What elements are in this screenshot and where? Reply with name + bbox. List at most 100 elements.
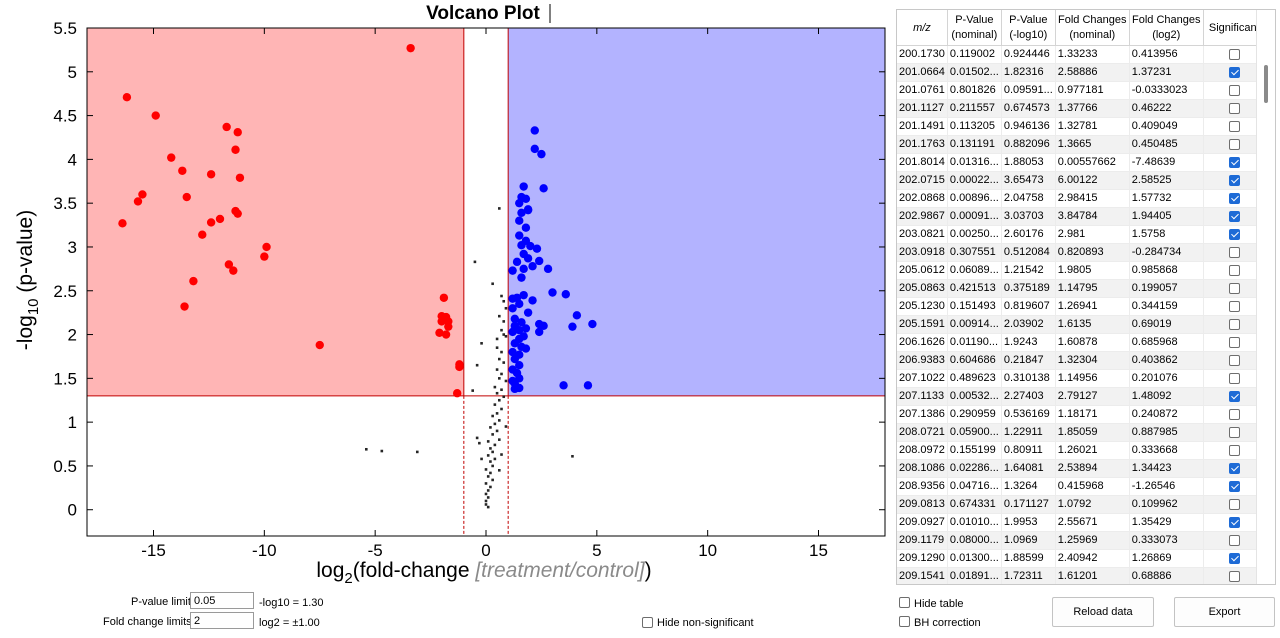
significant-checkbox[interactable] [1228, 138, 1240, 150]
cell-p-log: 1.9953 [1001, 513, 1056, 532]
table-row[interactable]: 209.0927 0.01010... 1.9953 2.55671 1.35429 [897, 513, 1266, 532]
nonsignificant-point [415, 450, 419, 454]
table-row[interactable]: 200.1730 0.119002 0.924446 1.33233 0.413956 [897, 45, 1266, 64]
significant-checkbox[interactable] [1228, 426, 1240, 438]
significant-checkbox[interactable] [1228, 156, 1240, 168]
significant-checkbox[interactable] [1228, 192, 1240, 204]
cell-mz: 200.1730 [897, 45, 948, 64]
cell-mz: 201.1127 [897, 99, 948, 118]
column-header[interactable]: Fold Changes (nominal) [1055, 10, 1130, 46]
table-row[interactable]: 208.9356 0.04716... 1.3264 0.415968 -1.26546 [897, 477, 1266, 496]
cell-p-nom: 0.01010... [947, 513, 1002, 532]
table-row[interactable]: 202.0868 0.00896... 2.04758 2.98415 1.57732 [897, 189, 1266, 208]
y-tick-label: 1.5 [53, 369, 77, 388]
significant-checkbox[interactable] [1228, 102, 1240, 114]
table-scrollbar[interactable] [1256, 10, 1275, 584]
cell-p-log: 3.03703 [1001, 207, 1056, 226]
significant-checkbox[interactable] [1228, 282, 1240, 294]
column-header[interactable]: m/z [897, 10, 948, 46]
column-header[interactable]: P-Value (-log10) [1001, 10, 1056, 46]
cell-p-log: 1.0969 [1001, 531, 1056, 550]
pvalue-limit-input[interactable] [190, 592, 254, 609]
table-row[interactable]: 201.0761 0.801826 0.09591... 0.977181 -0.033… [897, 81, 1266, 100]
table-row[interactable]: 203.0918 0.307551 0.512084 0.820893 -0.28473… [897, 243, 1266, 262]
table-row[interactable]: 201.8014 0.01316... 1.88053 0.00557662 -7.48… [897, 153, 1266, 172]
bh-correction-checkbox[interactable] [899, 616, 910, 627]
x-tick-label: -5 [368, 541, 383, 560]
table-row[interactable]: 202.9867 0.00091... 3.03703 3.84784 1.94405 [897, 207, 1266, 226]
table-row[interactable]: 209.1541 0.01891... 1.72311 1.61201 0.68886 [897, 567, 1266, 584]
significant-checkbox[interactable] [1228, 570, 1240, 582]
significant-checkbox[interactable] [1228, 246, 1240, 258]
significant-checkbox[interactable] [1228, 300, 1240, 312]
significant-checkbox[interactable] [1228, 408, 1240, 420]
significant-checkbox[interactable] [1228, 534, 1240, 546]
significant-checkbox[interactable] [1228, 264, 1240, 276]
table-row[interactable]: 207.1022 0.489623 0.310138 1.14956 0.201076 [897, 369, 1266, 388]
cell-significant [1203, 171, 1266, 190]
table-row[interactable]: 202.0715 0.00022... 3.65473 6.00122 2.58525 [897, 171, 1266, 190]
significant-checkbox[interactable] [1228, 66, 1240, 78]
cell-significant [1203, 207, 1266, 226]
table-row[interactable]: 207.1386 0.290959 0.536169 1.18171 0.240872 [897, 405, 1266, 424]
significant-checkbox[interactable] [1228, 480, 1240, 492]
significant-checkbox[interactable] [1228, 372, 1240, 384]
hide-table-checkbox[interactable] [899, 597, 910, 608]
significant-checkbox[interactable] [1228, 552, 1240, 564]
significant-checkbox[interactable] [1228, 336, 1240, 348]
significant-checkbox[interactable] [1228, 498, 1240, 510]
significant-checkbox[interactable] [1228, 120, 1240, 132]
significant-checkbox[interactable] [1228, 462, 1240, 474]
cell-fc-log: -7.48639 [1129, 153, 1204, 172]
cell-fc-log: 0.199057 [1129, 279, 1204, 298]
fold-change-input[interactable] [190, 612, 254, 629]
table-row[interactable]: 201.1127 0.211557 0.674573 1.37766 0.46222 [897, 99, 1266, 118]
table-row[interactable]: 209.1290 0.01300... 1.88599 2.40942 1.26869 [897, 549, 1266, 568]
table-row[interactable]: 205.0863 0.421513 0.375189 1.14795 0.199057 [897, 279, 1266, 298]
nonsignificant-point [495, 391, 499, 395]
table-row[interactable]: 206.9383 0.604686 0.21847 1.32304 0.403862 [897, 351, 1266, 370]
column-header-title: Fold Changes [1132, 14, 1201, 26]
significant-checkbox[interactable] [1228, 84, 1240, 96]
table-row[interactable]: 201.0664 0.01502... 1.82316 2.58886 1.37231 [897, 63, 1266, 82]
table-row[interactable]: 205.0612 0.06089... 1.21542 1.9805 0.985868 [897, 261, 1266, 280]
column-header[interactable]: Fold Changes (log2) [1129, 10, 1204, 46]
cell-fc-log: 0.240872 [1129, 405, 1204, 424]
significant-checkbox[interactable] [1228, 48, 1240, 60]
results-table[interactable]: m/z P-Value (nominal) P-Value (-log10) Fold C… [896, 9, 1276, 585]
table-row[interactable]: 201.1491 0.113205 0.946136 1.32781 0.409049 [897, 117, 1266, 136]
table-row[interactable]: 203.0821 0.00250... 2.60176 2.981 1.5758 [897, 225, 1266, 244]
table-row[interactable]: 209.0813 0.674331 0.171127 1.0792 0.109962 [897, 495, 1266, 514]
significant-checkbox[interactable] [1228, 210, 1240, 222]
nonsignificant-point [489, 485, 492, 489]
table-scroll-thumb[interactable] [1264, 65, 1268, 103]
significant-checkbox[interactable] [1228, 354, 1240, 366]
hide-nonsignificant-checkbox[interactable] [642, 617, 653, 628]
cell-p-nom: 0.113205 [947, 117, 1002, 136]
significant-checkbox[interactable] [1228, 444, 1240, 456]
cell-p-nom: 0.421513 [947, 279, 1002, 298]
table-row[interactable]: 208.0972 0.155199 0.80911 1.26021 0.333668 [897, 441, 1266, 460]
column-header[interactable]: Significant [1203, 10, 1266, 46]
export-button[interactable]: Export [1174, 597, 1275, 627]
significant-checkbox[interactable] [1228, 318, 1240, 330]
significant-checkbox[interactable] [1228, 174, 1240, 186]
table-row[interactable]: 206.1626 0.01190... 1.9243 1.60878 0.685968 [897, 333, 1266, 352]
column-header[interactable]: P-Value (nominal) [947, 10, 1002, 46]
table-row[interactable]: 209.1179 0.08000... 1.0969 1.25969 0.333073 [897, 531, 1266, 550]
table-row[interactable]: 201.1763 0.131191 0.882096 1.3665 0.450485 [897, 135, 1266, 154]
cell-p-log: 1.72311 [1001, 567, 1056, 584]
cell-mz: 209.0813 [897, 495, 948, 514]
decreased-point [441, 330, 451, 339]
significant-checkbox[interactable] [1228, 228, 1240, 240]
significant-checkbox[interactable] [1228, 516, 1240, 528]
cell-significant [1203, 99, 1266, 118]
table-row[interactable]: 207.1133 0.00532... 2.27403 2.79127 1.48092 [897, 387, 1266, 406]
table-row[interactable]: 208.1086 0.02286... 1.64081 2.53894 1.34423 [897, 459, 1266, 478]
table-row[interactable]: 208.0721 0.05900... 1.22911 1.85059 0.887985 [897, 423, 1266, 442]
table-row[interactable]: 205.1230 0.151493 0.819607 1.26941 0.344159 [897, 297, 1266, 316]
significant-checkbox[interactable] [1228, 390, 1240, 402]
reload-data-button[interactable]: Reload data [1052, 597, 1154, 627]
nonsignificant-point [504, 379, 508, 383]
table-row[interactable]: 205.1591 0.00914... 2.03902 1.6135 0.69019 [897, 315, 1266, 334]
